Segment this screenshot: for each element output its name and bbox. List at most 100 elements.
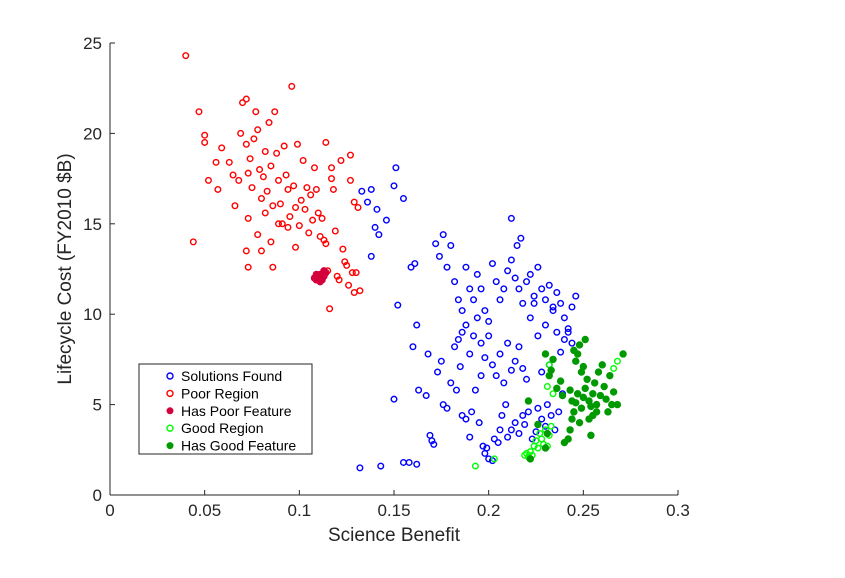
data-point [521,420,529,428]
data-point [566,426,574,434]
data-point [555,408,563,416]
data-point [346,151,354,159]
data-point [314,209,322,217]
data-point [566,386,574,394]
data-point [346,176,354,184]
data-point [399,194,407,202]
series-2 [310,267,330,286]
data-point [549,303,557,311]
data-point [280,142,288,150]
data-point [500,379,508,387]
legend-marker [166,442,174,450]
data-point [246,155,254,163]
data-point [477,372,485,380]
data-point [382,216,390,224]
data-point [201,138,209,146]
data-point [290,182,298,190]
data-point [528,435,536,443]
data-point [356,464,364,472]
data-point [572,292,580,300]
data-point [443,404,451,412]
data-point [547,366,555,374]
data-point [471,386,479,394]
data-point [492,278,500,286]
data-point [494,439,502,447]
data-point [590,379,599,387]
data-point [558,391,567,400]
data-point [592,408,601,416]
data-point [496,350,504,358]
data-point [284,223,292,231]
data-point [239,99,247,107]
data-point [560,314,568,322]
data-point [613,400,622,409]
data-point [519,364,527,372]
data-point [485,332,493,340]
data-point [328,175,336,183]
data-point [265,119,273,127]
data-point [521,451,529,459]
data-point [271,108,279,116]
data-point [511,274,519,282]
data-point [413,321,421,329]
data-point [470,296,478,304]
data-point [269,263,277,271]
data-point [524,397,533,405]
data-point [490,455,498,463]
data-point [456,363,464,371]
data-point [189,238,197,246]
x-tick-label: 0.05 [188,501,221,520]
data-point [437,357,445,365]
data-point [363,198,371,206]
data-point [496,426,504,434]
data-point [354,204,362,212]
data-point [462,321,470,329]
data-point [473,314,481,322]
data-point [275,176,283,184]
legend-marker [166,407,174,415]
data-point [579,393,588,402]
data-point [229,171,237,179]
data-point [430,440,438,448]
data-point [556,377,565,385]
ticks-layer: 0 0.05 0.1 0.15 0.2 0.25 0.3 0 5 10 15 20 25 [83,34,690,520]
data-point [244,169,252,177]
data-point [587,431,595,440]
data-point [451,278,459,286]
data-point [549,390,557,398]
data-point [511,357,519,365]
data-point [517,234,525,242]
legend-entry: Poor Region [181,385,259,401]
data-point [375,231,383,239]
data-point [320,267,328,275]
data-point [275,220,283,228]
data-point [485,317,493,325]
data-point [367,252,375,260]
data-point [602,395,610,403]
data-point [297,196,305,204]
data-point [432,240,440,248]
x-tick-label: 0.15 [377,501,410,520]
data-point [481,354,489,362]
legend-entry: Solutions Found [181,368,282,384]
series-4 [524,335,627,463]
data-point [439,231,447,239]
data-point [182,52,190,60]
data-point [479,442,487,450]
data-point [534,444,542,452]
data-point [242,247,250,255]
data-point [526,314,534,322]
x-axis-label: Science Benefit [328,525,461,546]
data-point [568,397,576,405]
data-point [592,400,601,409]
series-1 [182,52,364,313]
data-point [543,401,551,409]
data-point [557,348,565,356]
data-point [350,198,358,206]
data-point [523,375,531,383]
data-point [242,140,250,148]
data-point [523,278,531,286]
data-point [530,292,538,300]
